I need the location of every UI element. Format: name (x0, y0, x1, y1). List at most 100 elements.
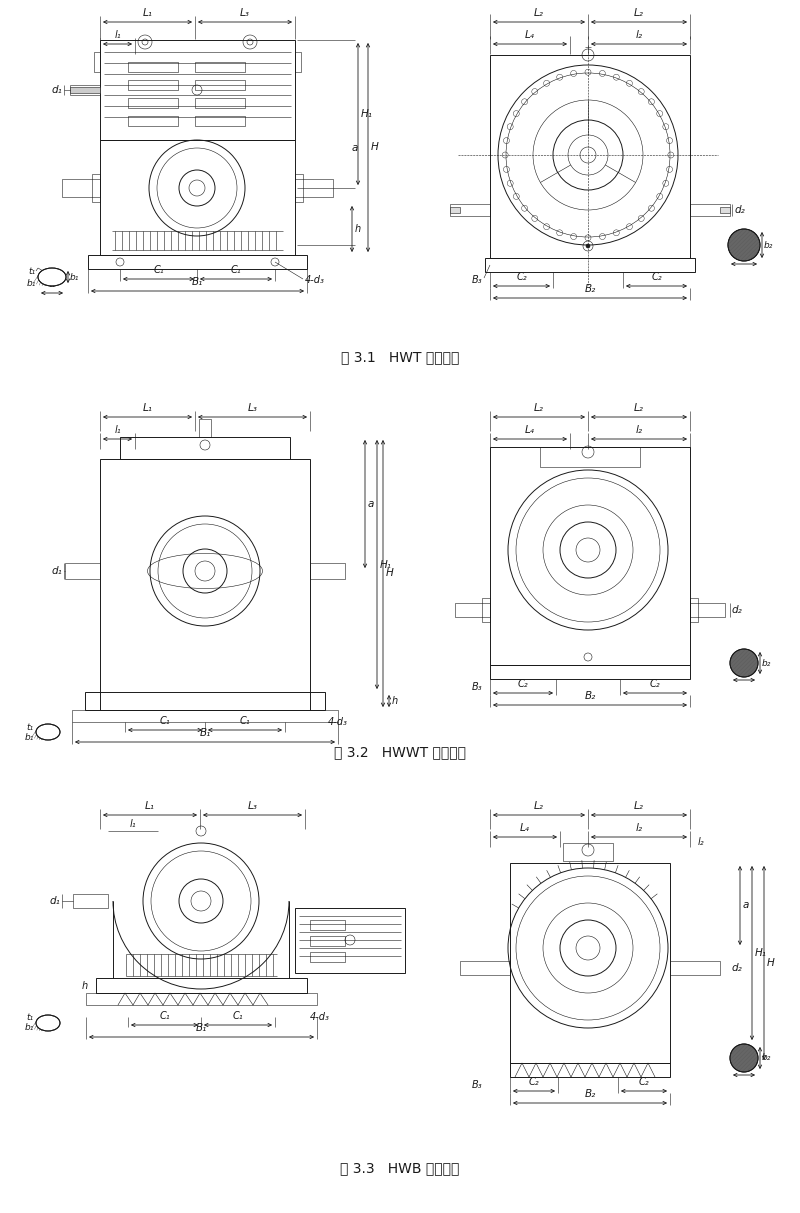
Text: 4-d₃: 4-d₃ (305, 275, 325, 285)
Text: B₂: B₂ (584, 284, 596, 294)
Bar (482, 598, 490, 622)
Bar (195, 98, 245, 108)
Text: L₄: L₄ (520, 822, 530, 833)
Bar (490, 448, 690, 665)
Bar (94, 52, 100, 72)
Bar (195, 62, 245, 72)
Bar (128, 116, 178, 126)
Bar (199, 418, 211, 437)
Bar (128, 62, 178, 72)
Bar (690, 204, 730, 216)
Text: L₃: L₃ (247, 403, 258, 412)
Text: t₂: t₂ (741, 251, 747, 260)
Text: L₁: L₁ (145, 801, 155, 811)
Bar (510, 862, 670, 1063)
Bar (85, 691, 325, 710)
Text: 图 3.3   HWB 型减速器: 图 3.3 HWB 型减速器 (340, 1161, 460, 1175)
Circle shape (728, 229, 760, 261)
Text: L₃: L₃ (247, 801, 258, 811)
Bar (310, 563, 345, 579)
Bar (120, 437, 290, 459)
Bar (88, 255, 307, 269)
Text: L₄: L₄ (525, 425, 535, 435)
Text: L₂: L₂ (534, 403, 544, 412)
Text: h: h (355, 224, 361, 234)
Text: C₁: C₁ (160, 716, 170, 727)
Bar (540, 448, 640, 467)
Circle shape (730, 1044, 758, 1072)
Bar (460, 961, 510, 975)
Text: H: H (386, 569, 394, 579)
Text: L₂: L₂ (534, 801, 544, 811)
Text: a: a (368, 499, 374, 509)
Bar (310, 919, 345, 930)
Bar (690, 603, 725, 617)
Text: B₁: B₁ (192, 277, 203, 287)
Text: b₂: b₂ (762, 659, 771, 667)
Text: b₂: b₂ (762, 1054, 771, 1063)
Bar (485, 258, 695, 272)
Text: d₁: d₁ (50, 896, 60, 906)
Bar (70, 87, 100, 93)
Text: t₁: t₁ (29, 267, 36, 275)
Text: H₁: H₁ (380, 559, 392, 569)
Text: H: H (371, 142, 378, 153)
Bar (100, 139, 295, 255)
Bar (295, 52, 301, 72)
Text: L₁: L₁ (142, 8, 153, 18)
Text: a: a (352, 143, 358, 153)
Text: a: a (743, 900, 750, 911)
Bar (490, 665, 690, 679)
Text: d₁: d₁ (51, 566, 62, 576)
Text: l₂: l₂ (635, 822, 642, 833)
Bar (65, 563, 100, 579)
Text: l₁: l₁ (114, 425, 121, 435)
Text: C₂: C₂ (529, 1077, 539, 1087)
Text: d₂: d₂ (732, 963, 742, 973)
Text: t₁: t₁ (27, 723, 34, 731)
Bar (295, 909, 405, 973)
Bar (195, 116, 245, 126)
Ellipse shape (38, 268, 66, 286)
Bar (73, 894, 108, 909)
Bar (690, 598, 698, 622)
Text: b₁: b₁ (25, 733, 34, 741)
Text: C₂: C₂ (651, 272, 662, 281)
Text: 图 3.2   HWWT 型减速器: 图 3.2 HWWT 型减速器 (334, 745, 466, 759)
Text: h: h (392, 696, 398, 706)
Bar (100, 459, 310, 710)
Bar (490, 55, 690, 258)
Text: H₁: H₁ (755, 949, 767, 958)
Text: b₁: b₁ (25, 1024, 34, 1032)
Text: l₁: l₁ (130, 819, 136, 828)
Text: C₂: C₂ (638, 1077, 650, 1087)
Text: d₂: d₂ (735, 205, 746, 215)
Text: l₁: l₁ (114, 30, 121, 40)
Text: b₁: b₁ (70, 273, 79, 281)
Bar (128, 80, 178, 90)
Text: 4-d₃: 4-d₃ (328, 717, 348, 727)
Text: t₂: t₂ (741, 667, 747, 676)
Text: C₁: C₁ (233, 1010, 243, 1021)
Text: 4-d₃: 4-d₃ (310, 1012, 330, 1023)
Bar (455, 603, 490, 617)
Bar (100, 40, 295, 139)
Text: b₁: b₁ (26, 279, 36, 287)
Text: B₃: B₃ (471, 275, 482, 285)
Text: t₁: t₁ (27, 1014, 34, 1023)
Text: L₃: L₃ (240, 8, 250, 18)
Bar (128, 98, 178, 108)
Bar (96, 978, 307, 993)
Text: L₂: L₂ (634, 8, 644, 18)
Bar (62, 180, 100, 197)
Text: B₃: B₃ (471, 1080, 482, 1090)
Circle shape (730, 649, 758, 677)
Text: H: H (767, 958, 774, 968)
Text: B₂: B₂ (584, 1089, 596, 1099)
Text: C₁: C₁ (230, 264, 242, 275)
Text: C₁: C₁ (240, 716, 250, 727)
Text: L₂: L₂ (634, 801, 644, 811)
Text: B₁: B₁ (196, 1023, 207, 1033)
Text: C₁: C₁ (153, 264, 164, 275)
Text: l₂: l₂ (635, 30, 642, 40)
